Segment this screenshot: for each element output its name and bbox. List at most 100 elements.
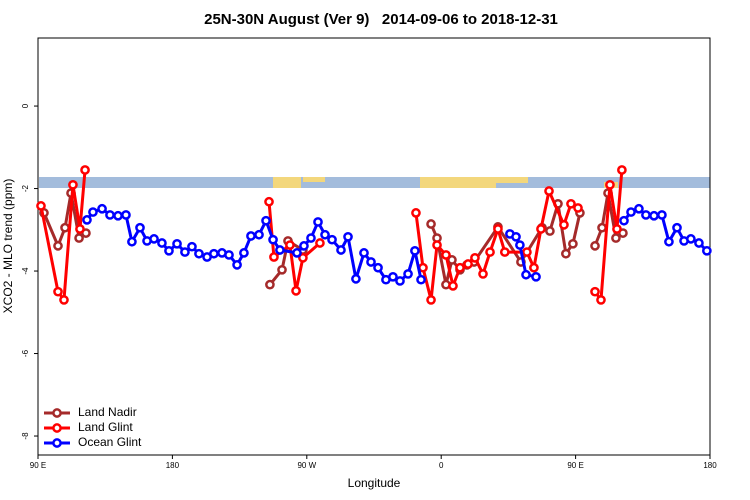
legend-marker: [52, 423, 62, 433]
data-point: [88, 207, 98, 217]
y-tick-label: -2: [21, 184, 30, 192]
data-point: [306, 233, 316, 243]
data-point: [590, 286, 600, 297]
data-point: [351, 274, 361, 284]
series: [82, 203, 712, 286]
x-tick-label: 0: [439, 461, 444, 470]
data-point: [426, 295, 436, 305]
data-point: [522, 247, 532, 257]
legend-label: Ocean Glint: [78, 435, 142, 449]
data-point: [470, 252, 480, 263]
data-point: [113, 210, 123, 221]
series-line: [268, 239, 304, 286]
y-tick-label: -4: [21, 267, 30, 275]
data-point: [254, 229, 264, 240]
x-tick-label: 90 W: [297, 461, 316, 470]
y-tick-label: 0: [21, 103, 30, 108]
data-point: [239, 248, 249, 258]
data-point: [395, 276, 405, 286]
data-point: [403, 269, 413, 279]
data-point: [511, 231, 521, 242]
data-point: [82, 215, 92, 225]
data-point: [485, 247, 495, 257]
data-point: [291, 285, 301, 296]
data-point: [521, 269, 531, 280]
data-point: [410, 245, 420, 256]
data-point: [605, 179, 615, 190]
data-point: [573, 203, 583, 213]
data-point: [536, 224, 546, 234]
data-point: [590, 241, 600, 251]
data-point: [366, 257, 376, 267]
plot-frame: [37, 37, 711, 456]
land-strip: [303, 177, 325, 182]
data-point: [68, 179, 78, 190]
x-tick-label: 180: [166, 461, 180, 470]
data-point: [702, 245, 712, 256]
y-tick-label: -6: [21, 349, 30, 357]
data-point: [246, 231, 256, 241]
data-point: [545, 226, 555, 236]
data-point: [261, 215, 271, 226]
series: [36, 165, 627, 305]
data-point: [194, 248, 204, 259]
data-point: [441, 250, 451, 260]
data-point: [373, 262, 383, 273]
data-point: [641, 210, 651, 220]
data-point: [313, 217, 323, 227]
legend-label: Land Glint: [78, 420, 133, 434]
data-point: [224, 250, 234, 260]
data-point: [411, 208, 421, 218]
data-point: [105, 210, 115, 220]
data-point: [80, 165, 90, 175]
series-line: [429, 202, 582, 287]
data-point: [298, 252, 308, 263]
data-point: [634, 203, 644, 214]
data-point: [448, 281, 458, 291]
data-point: [127, 236, 137, 247]
data-point: [209, 248, 219, 259]
data-point: [463, 259, 473, 269]
data-point: [617, 165, 627, 175]
data-point: [268, 234, 278, 245]
data-point: [315, 238, 325, 248]
data-point: [97, 203, 107, 214]
data-point: [299, 241, 309, 251]
data-point: [432, 240, 442, 250]
data-point: [275, 245, 285, 255]
data-point: [121, 210, 131, 220]
series-line: [85, 207, 423, 283]
data-point: [74, 233, 84, 243]
data-point: [53, 286, 63, 297]
y-axis-label: XCO2 - MLO trend (ppm): [1, 179, 15, 314]
legend-marker: [52, 438, 62, 448]
data-point: [597, 222, 607, 233]
data-point: [187, 241, 197, 252]
data-point: [164, 245, 174, 256]
legend-marker: [52, 408, 62, 418]
data-point: [626, 207, 636, 217]
data-point: [135, 222, 145, 233]
data-point: [149, 234, 159, 244]
data-point: [649, 210, 659, 221]
data-point: [180, 247, 190, 257]
data-point: [694, 238, 704, 248]
data-point: [612, 224, 622, 234]
data-point: [264, 196, 274, 207]
data-point: [343, 231, 353, 242]
data-point: [561, 248, 571, 259]
data-point: [515, 240, 525, 250]
data-point: [499, 247, 510, 257]
chart-title: 25N-30N August (Ver 9) 2014-09-06 to 201…: [204, 11, 558, 28]
data-point: [59, 295, 69, 305]
data-point: [320, 229, 330, 240]
series-line: [39, 169, 87, 302]
data-point: [611, 233, 621, 243]
data-point: [285, 240, 295, 250]
data-point: [265, 279, 275, 290]
data-point: [336, 245, 346, 255]
data-point: [686, 234, 696, 244]
data-point: [36, 201, 46, 211]
data-point: [619, 215, 629, 226]
